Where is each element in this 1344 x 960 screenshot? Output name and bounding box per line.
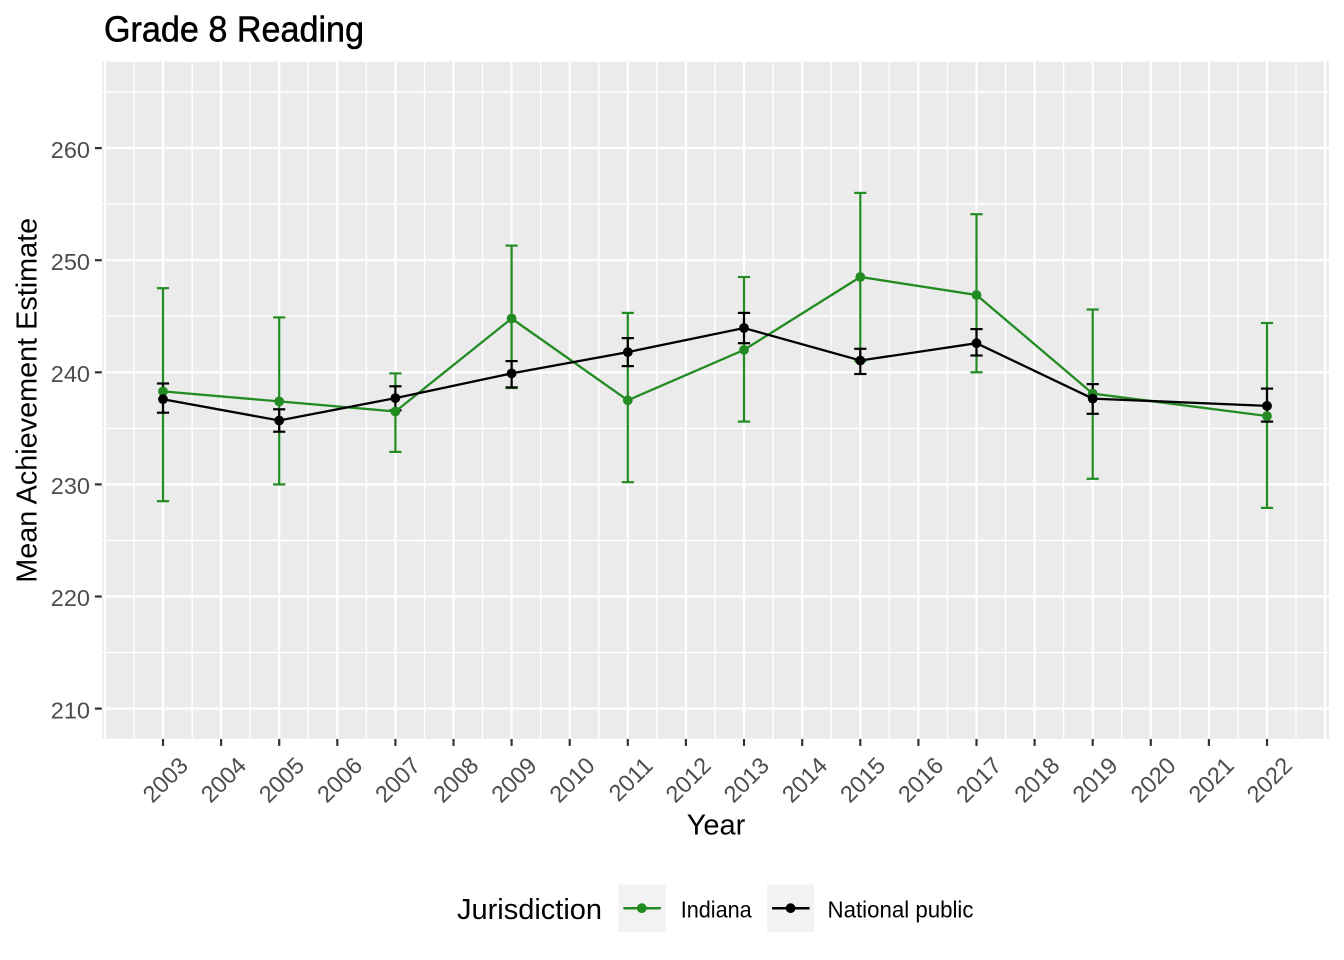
svg-text:National public: National public [828, 897, 974, 923]
svg-text:260: 260 [51, 137, 90, 163]
svg-text:Grade 8 Reading: Grade 8 Reading [104, 9, 364, 50]
svg-text:210: 210 [51, 697, 90, 723]
svg-text:Indiana: Indiana [681, 897, 753, 923]
svg-text:220: 220 [51, 585, 90, 611]
svg-text:250: 250 [51, 249, 90, 275]
svg-text:Mean Achievement Estimate: Mean Achievement Estimate [12, 218, 44, 583]
svg-text:240: 240 [51, 361, 90, 387]
svg-text:Jurisdiction: Jurisdiction [457, 894, 602, 926]
svg-text:230: 230 [51, 473, 90, 499]
svg-text:Year: Year [687, 809, 746, 841]
